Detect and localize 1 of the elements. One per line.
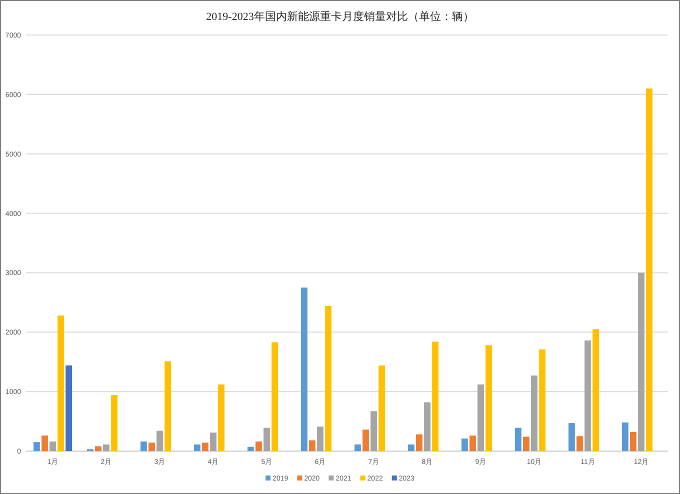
chart-title: 2019-2023年国内新能源重卡月度销量对比（单位：辆） [206,10,474,23]
